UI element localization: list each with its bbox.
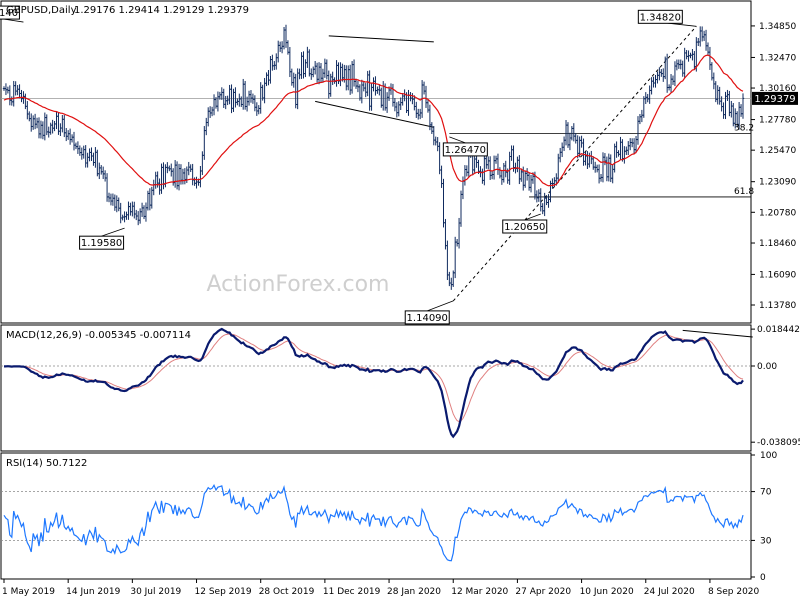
rising-trendline [452, 25, 697, 302]
current-price-box [752, 91, 798, 105]
date-axis: 1 May 2019 14 Jun 2019 30 Jul 2019 12 Sep 2… [2, 579, 760, 597]
price-axis-ticks: 1.34850 1.32470 1.30160 1.27780 1.25470 1.230… [751, 22, 796, 311]
macd-tick-label: 0.018442 [757, 325, 800, 335]
macd-divergence-line [682, 329, 753, 338]
pivot-label-box [79, 235, 125, 250]
price-tick-label: 1.16090 [759, 270, 796, 280]
pivot-label: 1.20650 [504, 222, 545, 233]
date-tick-label: 14 Jun 2019 [66, 587, 120, 597]
date-tick-label: 10 Jun 2020 [580, 587, 634, 597]
macd-header: MACD(12,26,9) -0.005345 -0.007114 [6, 330, 191, 341]
rsi-tick-label: 70 [760, 488, 772, 498]
rsi-panel-frame [0, 452, 752, 580]
pivot-label: 1.26470 [445, 145, 486, 156]
price-bars [2, 24, 745, 290]
price-guides [1, 25, 751, 302]
date-tick-label: 27 Apr 2020 [515, 587, 571, 597]
current-price-marker: 1.29379 [752, 91, 798, 105]
fib-level-label: 61.8 [734, 187, 754, 197]
pivot-leader [427, 300, 454, 312]
price-panel: ActionForex.com 1.348501.324701.301601.2… [0, 0, 798, 325]
price-tick-label: 1.23090 [759, 178, 796, 188]
date-tick-label: 28 Oct 2019 [259, 587, 315, 597]
chart-symbol: GBPUSD,Daily [6, 5, 77, 16]
price-tick-label: 1.25470 [759, 146, 796, 156]
pivot-label: 1.34820 [640, 12, 681, 23]
price-pivot-labels: 1.35140 1.19580 1.14090 1.26470 1.20650 1.348… [0, 5, 697, 325]
pivot-label-box [502, 219, 548, 234]
rsi-line [3, 484, 744, 562]
rsi-axis-ticks: 100 70 30 0 [1, 451, 777, 583]
fib-level-label: 38.2 [734, 123, 754, 133]
rsi-tick-label: 100 [760, 451, 777, 461]
rsi-header: RSI(14) 50.7122 [6, 458, 87, 469]
macd-panel: 0.018442 0.00 -0.038095 MACD(12,26,9) -0.0… [0, 324, 800, 452]
rsi-panel: 100 70 30 0 RSI(14) 50.7122 [0, 451, 777, 583]
pivot-label: 1.19580 [81, 238, 122, 249]
fibonacci-labels: 38.2 61.8 [734, 123, 754, 197]
date-tick-label: 8 Sep 2020 [708, 587, 760, 597]
price-tick-label: 1.27780 [759, 116, 796, 126]
pivot-label-box [0, 5, 20, 20]
date-tick-label: 11 Dec 2019 [323, 587, 381, 597]
date-tick-label: 1 May 2019 [2, 587, 55, 597]
price-tick-label: 1.34850 [759, 22, 796, 32]
price-tick-label: 1.20780 [759, 208, 796, 218]
rsi-tick-label: 30 [760, 536, 772, 546]
date-tick-label: 24 Jul 2020 [644, 587, 695, 597]
price-tick-label: 1.18460 [759, 239, 796, 249]
date-tick-label: 30 Jul 2019 [130, 587, 181, 597]
macd-tick-label: -0.038095 [757, 438, 800, 448]
rsi-tick-label: 0 [760, 573, 766, 583]
pivot-leader [524, 213, 541, 221]
price-tick-label: 1.32470 [759, 53, 796, 63]
pivot-label-box [442, 142, 488, 157]
channel-lower-line [315, 100, 434, 128]
macd-tick-label: 0.00 [757, 362, 777, 372]
channel-upper-line [328, 35, 434, 43]
date-tick-label: 28 Jan 2020 [387, 587, 441, 597]
price-tick-label: 1.13780 [759, 301, 796, 311]
pivot-label-box [404, 310, 450, 325]
date-tick-label: 12 Sep 2019 [195, 587, 252, 597]
moving-average-line [3, 54, 744, 187]
pivot-label-box [637, 9, 683, 24]
pivot-label: 1.35140 [0, 8, 18, 19]
macd-line [4, 327, 744, 439]
current-price-label: 1.29379 [754, 94, 795, 105]
pivot-leader [449, 136, 466, 144]
macd-divergence-line [682, 329, 753, 338]
price-tick-label: 1.30160 [759, 84, 796, 94]
date-tick-label: 12 Mar 2020 [451, 587, 508, 597]
macd-axis-ticks: 0.018442 0.00 -0.038095 [1, 325, 800, 448]
chart-ohlc: 1.29176 1.29414 1.29129 1.29379 [74, 5, 249, 16]
pivot-leader [101, 227, 125, 237]
pivot-label: 1.14090 [407, 313, 448, 324]
macd-panel-frame [0, 324, 752, 452]
watermark: ActionForex.com [207, 272, 390, 297]
